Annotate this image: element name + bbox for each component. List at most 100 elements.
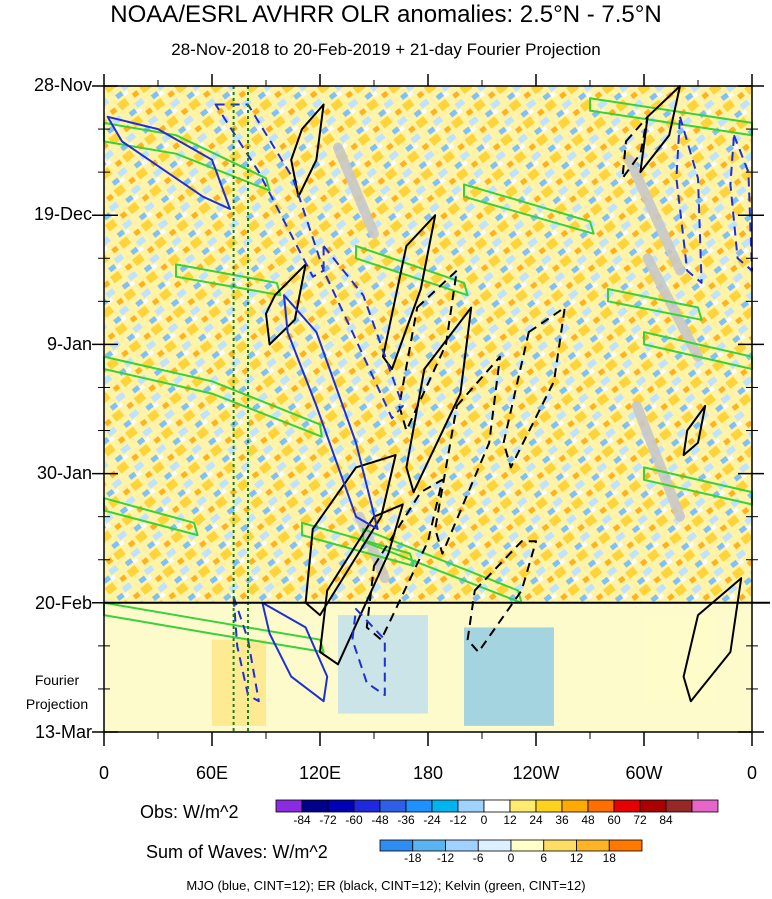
- obs-colorbar-level-label: 60: [607, 813, 621, 827]
- obs-colorbar-swatch: [561, 799, 589, 813]
- waves-colorbar-title: Sum of Waves: W/m^2: [146, 842, 328, 862]
- obs-colorbar-swatch: [405, 799, 433, 813]
- er-contour: [382, 214, 437, 370]
- chart-title: NOAA/ESRL AVHRR OLR anomalies: 2.5°N - 7…: [110, 1, 662, 28]
- projection-label-text: Fourier Projection: [25, 672, 89, 712]
- x-tick-label-0: 0: [98, 763, 110, 783]
- waves-colorbar-level-label: 12: [569, 851, 584, 865]
- x-tick-label-60w: 60W: [625, 763, 663, 783]
- obs-colorbar-title: Obs: W/m^2: [140, 802, 239, 822]
- y-tick-label-19-dec: 19-Dec: [33, 204, 92, 224]
- obs-colorbar-swatch: [613, 799, 641, 813]
- obs-colorbar-level-label: -24: [423, 813, 441, 827]
- mjo-contour: [232, 595, 260, 703]
- waves-colorbar-swatch: [510, 839, 545, 852]
- obs-colorbar-level-label: 36: [555, 813, 569, 827]
- missing-data-streak: [354, 511, 390, 584]
- waves-colorbar-swatch: [412, 839, 446, 852]
- obs-colorbar-level-label: 48: [581, 813, 595, 827]
- waves-colorbar-swatch: [543, 839, 577, 852]
- obs-colorbar-swatch: [457, 799, 485, 813]
- obs-colorbar-level-label: 24: [529, 813, 543, 827]
- x-tick-label-60e: 60E: [195, 763, 229, 783]
- missing-data-streak: [624, 154, 685, 276]
- er-contour: [398, 269, 458, 432]
- obs-colorbar-level-label: 72: [633, 813, 647, 827]
- er-contour: [682, 404, 707, 457]
- kelvin-contour: [607, 288, 703, 321]
- kelvin-contour: [301, 521, 415, 567]
- er-contour: [265, 263, 307, 346]
- chart-subtitle: 28-Nov-2018 to 20-Feb-2019 + 21-day Four…: [171, 40, 601, 59]
- missing-data-streak: [631, 400, 685, 522]
- waves-colorbar-level-label: 0: [507, 851, 515, 865]
- mjo-contour: [106, 115, 231, 210]
- projection-anomaly-band: [644, 615, 716, 702]
- missing-data-streak: [642, 253, 703, 362]
- er-contour: [502, 306, 566, 469]
- x-tick-label-120w: 120W: [512, 763, 560, 783]
- obs-colorbar-swatch: [535, 799, 563, 813]
- y-tick-label-13-mar: 13-Mar: [34, 722, 92, 742]
- obs-colorbar-swatch: [509, 799, 537, 813]
- obs-colorbar-swatch: [691, 799, 719, 813]
- obs-colorbar-level-label: -12: [449, 813, 467, 827]
- mjo-contour: [351, 608, 386, 697]
- er-contour: [466, 540, 537, 653]
- obs-colorbar-swatch: [275, 799, 303, 813]
- fourier-projection-label: Fourier Projection: [16, 668, 98, 716]
- y-tick-label-30-jan: 30-Jan: [36, 463, 92, 483]
- wave-contour-footnote: MJO (blue, CINT=12); ER (black, CINT=12)…: [186, 878, 586, 893]
- waves-colorbar-level-label: 6: [540, 851, 548, 865]
- projection-anomaly-band: [464, 627, 554, 726]
- waves-colorbar-swatch: [379, 839, 414, 852]
- obs-colorbar-level-label: -36: [397, 813, 415, 827]
- kelvin-contour: [355, 245, 469, 297]
- obs-colorbar-level-label: 84: [659, 813, 673, 827]
- obs-colorbar-swatch: [587, 799, 615, 813]
- er-contour: [365, 478, 444, 641]
- waves-colorbar-level-label: -6: [472, 851, 484, 865]
- obs-colorbar-swatch: [431, 799, 459, 813]
- er-contour: [639, 85, 681, 174]
- obs-colorbar-swatch: [353, 799, 381, 813]
- obs-colorbar-level-label: -84: [293, 813, 311, 827]
- mjo-contour: [322, 245, 404, 420]
- waves-colorbar-level-label: -18: [404, 851, 422, 865]
- plot-area: [92, 74, 770, 852]
- mjo-contour: [729, 134, 753, 272]
- er-contour: [434, 355, 501, 555]
- obs-colorbar-swatch: [327, 799, 355, 813]
- obs-colorbar-level-label: -60: [345, 813, 363, 827]
- waves-colorbar-level-label: -12: [436, 851, 455, 865]
- er-contour: [405, 306, 473, 494]
- obs-colorbar-swatch: [301, 799, 329, 813]
- waves-colorbar-swatch: [445, 839, 479, 852]
- y-tick-label-9-jan: 9-Jan: [46, 334, 92, 354]
- x-tick-label-120e: 120E: [298, 763, 342, 783]
- kelvin-contour: [175, 263, 282, 297]
- mjo-contour: [675, 115, 703, 284]
- projection-anomaly-band: [338, 615, 428, 714]
- x-tick-label-0-end: 0: [746, 763, 758, 783]
- projection-anomaly-band: [212, 639, 266, 726]
- x-tick-label-180: 180: [412, 763, 444, 783]
- obs-colorbar-level-label: 0: [480, 813, 488, 827]
- obs-colorbar-swatch: [483, 799, 511, 813]
- y-tick-label-28-nov: 28-Nov: [33, 75, 92, 95]
- er-contour: [290, 103, 325, 198]
- obs-colorbar-swatch: [639, 799, 667, 813]
- obs-colorbar-swatch: [665, 799, 693, 813]
- obs-colorbar-level-label: -72: [319, 813, 337, 827]
- obs-colorbar-level-label: -48: [371, 813, 389, 827]
- missing-data-streak: [333, 142, 379, 239]
- y-tick-label-20-feb: 20-Feb: [34, 593, 92, 613]
- er-contour: [621, 115, 649, 180]
- kelvin-contour: [463, 183, 595, 235]
- waves-colorbar-swatch: [608, 839, 643, 852]
- mjo-contour: [283, 294, 379, 530]
- waves-colorbar-level-label: 18: [602, 851, 616, 865]
- waves-colorbar-swatch: [576, 839, 610, 852]
- er-contour: [682, 577, 743, 703]
